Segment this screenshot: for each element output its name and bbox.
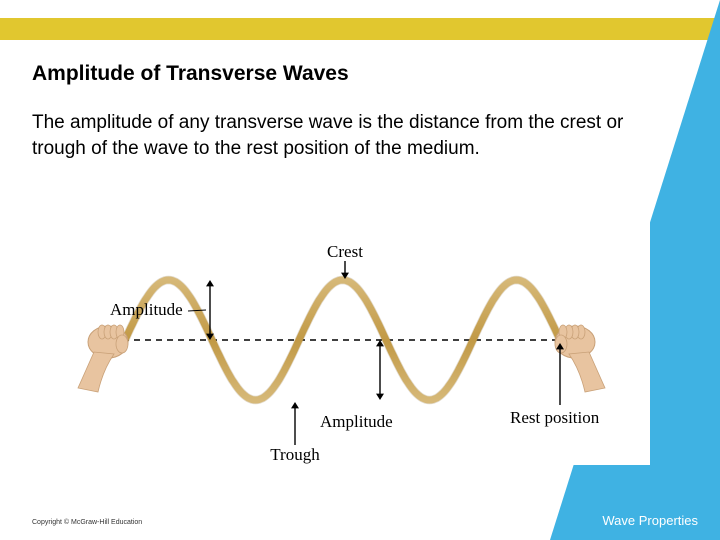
rest-position-label: Rest position xyxy=(510,408,600,427)
footer-text: Wave Properties xyxy=(602,513,698,528)
page-title: Amplitude of Transverse Waves xyxy=(32,62,349,86)
body-text: The amplitude of any transverse wave is … xyxy=(32,110,662,161)
hand-right-icon xyxy=(555,325,605,392)
crest-label: Crest xyxy=(327,242,363,261)
copyright-text: Copyright © McGraw-Hill Education xyxy=(32,519,142,526)
top-accent-bar xyxy=(0,18,720,40)
amplitude-top-label: Amplitude xyxy=(110,300,183,319)
amplitude-bottom-label: Amplitude xyxy=(320,412,393,431)
wave-diagram: CrestAmplitudeAmplitudeTroughRest positi… xyxy=(70,195,650,465)
trough-label: Trough xyxy=(270,445,320,464)
slide: Amplitude of Transverse Waves The amplit… xyxy=(0,0,720,540)
hand-left-icon xyxy=(78,325,128,392)
